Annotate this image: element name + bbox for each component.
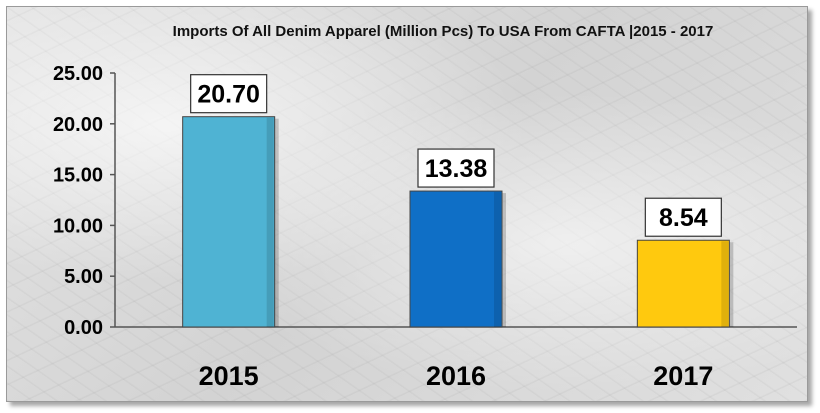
y-tick-label: 20.00 — [53, 114, 103, 136]
bar-side-shade — [721, 241, 729, 327]
x-tick-label: 2017 — [653, 361, 713, 391]
bar-side-shade — [266, 117, 274, 327]
bar-2017 — [636, 239, 730, 328]
x-tick-label: 2016 — [426, 361, 486, 391]
y-axis-ticks: 0.00 5.00 10.00 15.00 20.00 25.00 — [53, 63, 115, 339]
y-tick-label: 5.00 — [64, 266, 103, 288]
chart-title: Imports Of All Denim Apparel (Million Pc… — [173, 23, 714, 40]
y-tick-label: 10.00 — [53, 215, 103, 237]
data-label: 8.54 — [659, 204, 708, 232]
data-label-box — [644, 197, 722, 237]
data-label-box — [417, 148, 495, 188]
bar-chart: Imports Of All Denim Apparel (Million Pc… — [53, 23, 797, 391]
y-tick-label: 15.00 — [53, 165, 103, 187]
y-tick-label: 0.00 — [64, 317, 103, 339]
y-tick-label: 25.00 — [53, 63, 103, 85]
bar-2016 — [409, 190, 503, 328]
x-axis-ticks: 2015 2016 2017 — [199, 361, 714, 391]
chart-frame: Imports Of All Denim Apparel (Million Pc… — [6, 6, 808, 402]
bar-side-shade — [494, 192, 501, 327]
data-label: 13.38 — [425, 155, 488, 183]
data-label: 20.70 — [197, 81, 260, 109]
data-labels: 20.70 13.38 8.54 — [190, 74, 722, 237]
data-label-box — [190, 74, 268, 114]
bar-2015 — [182, 116, 276, 328]
bars — [182, 116, 734, 328]
x-tick-label: 2015 — [199, 361, 259, 391]
